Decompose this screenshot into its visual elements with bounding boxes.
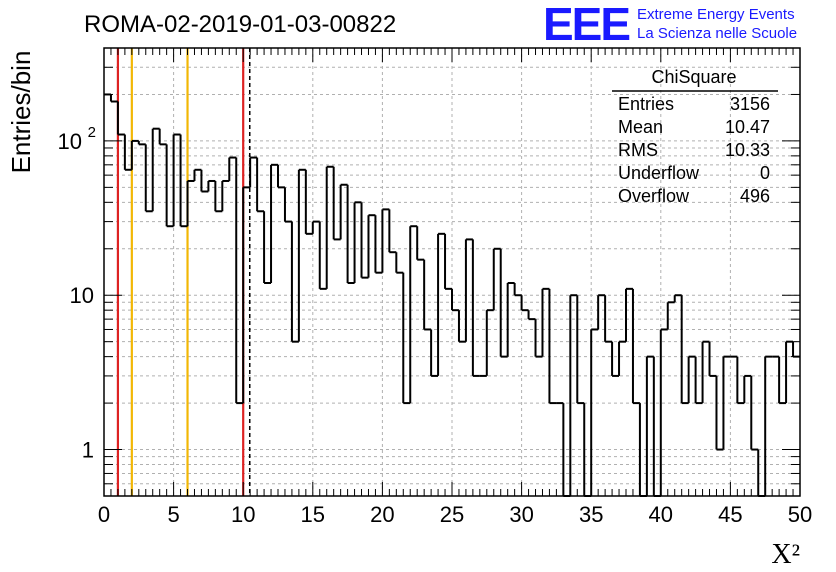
stats-label: Entries (618, 94, 674, 114)
x-tick-label: 25 (440, 502, 464, 527)
axis-ticks (103, 47, 801, 497)
stats-title: ChiSquare (651, 67, 736, 87)
y-tick-label: 1 (82, 438, 94, 463)
eee-logo: EEE Extreme Energy Events La Scienza nel… (543, 0, 797, 50)
stats-label: RMS (618, 140, 658, 160)
logo-line-1: Extreme Energy Events (637, 6, 795, 23)
stats-value: 496 (740, 186, 770, 206)
stats-value: 3156 (730, 94, 770, 114)
stats-rows: Entries 3156 Mean 10.47 RMS 10.33 Underflow 0 Ov… (618, 94, 770, 206)
y-axis-title: Entries/bin (6, 51, 36, 174)
x-tick-label: 20 (370, 502, 394, 527)
y-tick-label: 10 (70, 283, 94, 308)
y-tick-labels: 1 10 10 2 (58, 124, 96, 463)
x-tick-label: 40 (649, 502, 673, 527)
y-tick-label-exponent: 2 (88, 124, 96, 141)
stats-label: Mean (618, 117, 663, 137)
x-tick-label: 10 (231, 502, 255, 527)
stats-label: Underflow (618, 163, 700, 183)
x-axis-title: X² (771, 539, 800, 570)
stats-label: Overflow (618, 186, 690, 206)
x-tick-label: 30 (509, 502, 533, 527)
stats-value: 10.33 (725, 140, 770, 160)
x-tick-label: 50 (788, 502, 812, 527)
y-tick-label: 10 (58, 129, 82, 154)
x-tick-label: 0 (98, 502, 110, 527)
stats-value: 10.47 (725, 117, 770, 137)
logo-mark: EEE (543, 0, 629, 50)
stats-box: ChiSquare Entries 3156 Mean 10.47 RMS 10.33 Un… (612, 67, 778, 206)
logo-line-2: La Scienza nelle Scuole (637, 25, 797, 42)
stats-value: 0 (760, 163, 770, 183)
x-tick-label: 5 (167, 502, 179, 527)
x-tick-label: 35 (579, 502, 603, 527)
chart-title: ROMA-02-2019-01-03-00822 (84, 11, 396, 38)
x-tick-labels: 0 5 10 15 20 25 30 35 40 45 50 (98, 502, 812, 527)
x-tick-label: 45 (718, 502, 742, 527)
x-tick-label: 15 (301, 502, 325, 527)
histogram-bars (104, 93, 800, 497)
